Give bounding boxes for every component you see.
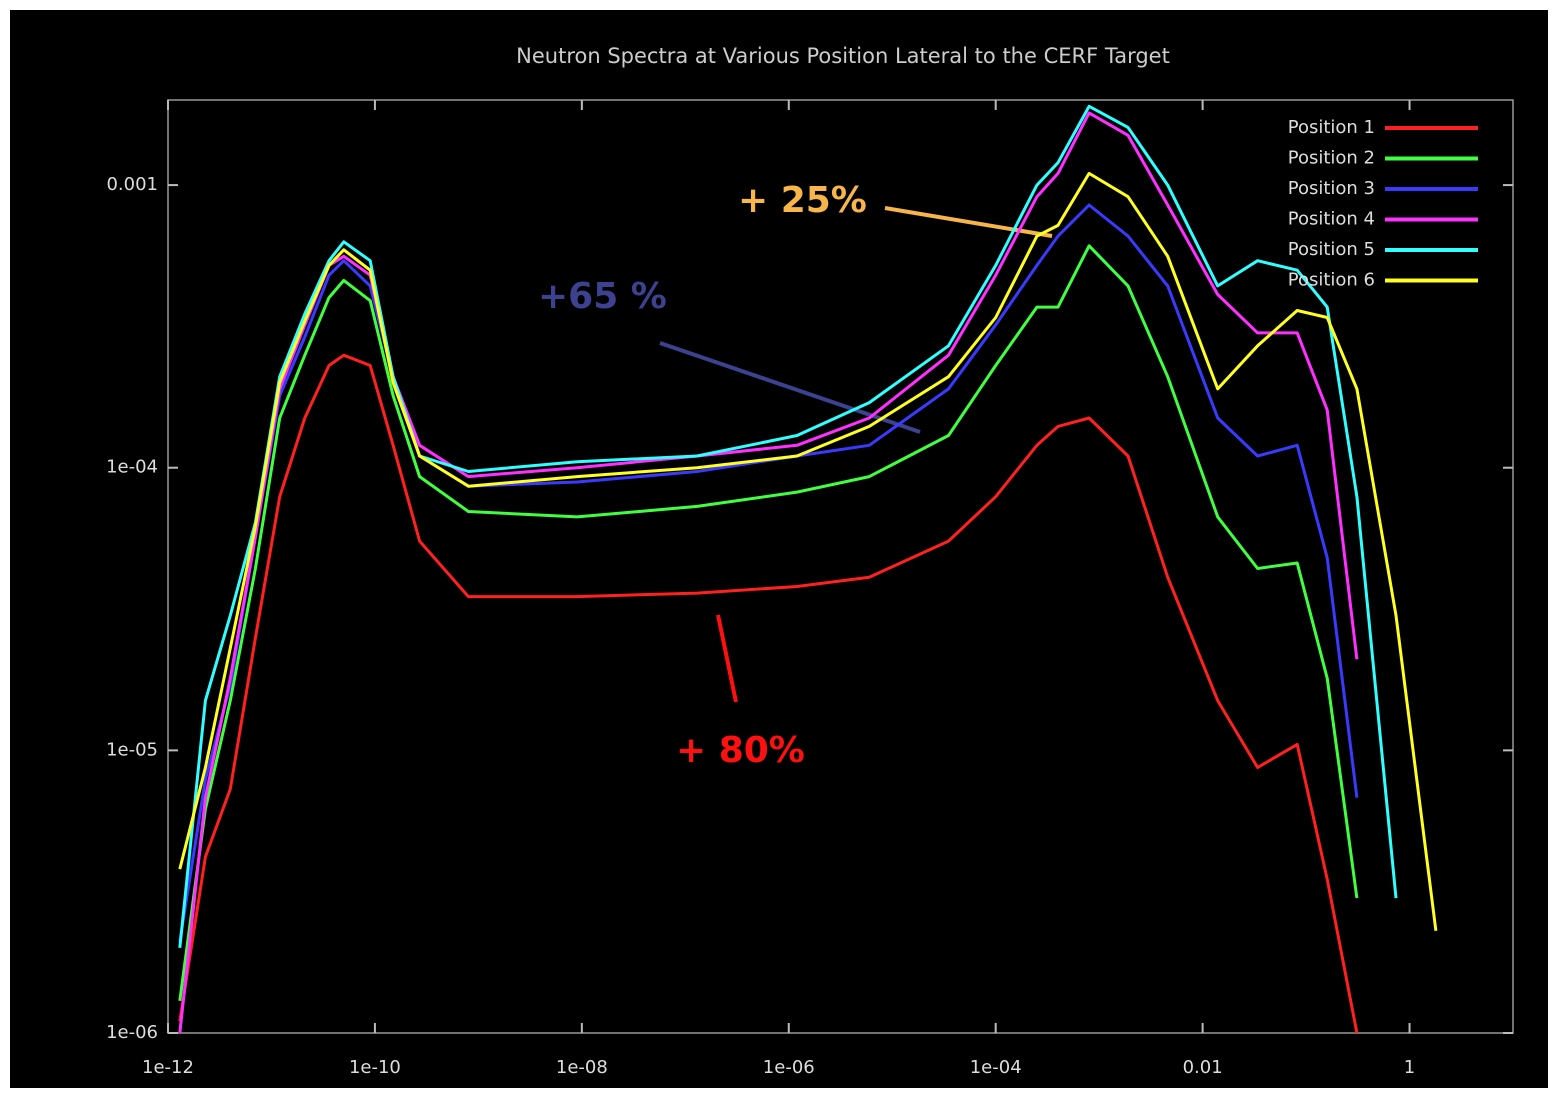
x-tick-label: 1e-12 (142, 1057, 194, 1078)
y-tick-label: 1e-05 (106, 739, 158, 760)
background (10, 10, 1548, 1088)
annotation: + 25% (738, 180, 867, 221)
x-tick-label: 1e-04 (970, 1057, 1022, 1078)
x-tick-label: 1e-10 (349, 1057, 401, 1078)
series-line (178, 111, 1359, 1034)
annotation-arrow (716, 614, 738, 703)
legend-label: Position 6 (1288, 270, 1375, 291)
x-tick-label: 0.01 (1183, 1057, 1223, 1078)
series-line (178, 104, 1398, 949)
legend-label: Position 5 (1288, 239, 1375, 260)
y-tick-label: 0.001 (106, 174, 158, 195)
legend-label: Position 3 (1288, 178, 1375, 199)
plot-frame (167, 99, 1514, 1034)
series-line (178, 353, 1359, 1034)
y-tick-label: 1e-04 (106, 457, 158, 478)
annotation: +65 % (538, 276, 667, 317)
series-line (178, 203, 1359, 943)
y-tick-label: 1e-06 (106, 1022, 158, 1043)
x-tick-label: 1e-08 (556, 1057, 608, 1078)
x-tick-label: 1 (1404, 1057, 1415, 1078)
legend-label: Position 4 (1288, 209, 1375, 230)
series-line (178, 244, 1359, 1001)
legend-label: Position 2 (1288, 148, 1375, 169)
annotation-arrow (884, 206, 1053, 238)
x-tick-label: 1e-06 (763, 1057, 815, 1078)
legend-label: Position 1 (1288, 117, 1375, 138)
series-line (178, 171, 1438, 931)
annotation-arrow (659, 341, 921, 434)
annotation: + 80% (676, 730, 805, 771)
chart-title: Neutron Spectra at Various Position Late… (516, 44, 1170, 68)
